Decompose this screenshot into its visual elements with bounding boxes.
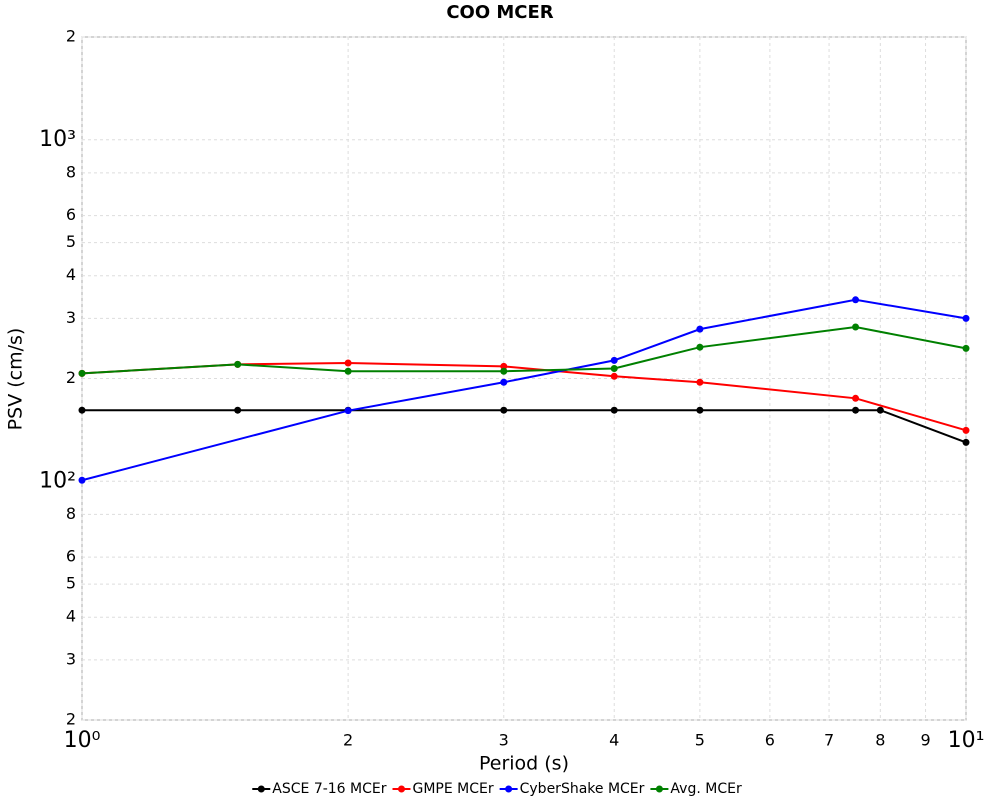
y-tick-label: 3 [66, 308, 76, 327]
legend-label: Avg. MCEr [670, 781, 742, 797]
x-tick-label: 6 [765, 731, 775, 750]
data-point [234, 406, 242, 414]
legend-label: ASCE 7-16 MCEr [272, 781, 386, 797]
y-tick-label: 2 [66, 368, 76, 387]
data-point [696, 343, 704, 351]
x-tick-label: 2 [343, 731, 353, 750]
y-tick-label: 4 [66, 265, 76, 284]
data-point [962, 314, 970, 322]
x-tick-label: 5 [695, 731, 705, 750]
data-point [610, 364, 618, 372]
data-point [696, 406, 704, 414]
data-point [344, 359, 352, 367]
data-point [344, 407, 352, 415]
data-point [234, 360, 242, 368]
legend-marker [398, 785, 405, 793]
legend-marker [655, 785, 663, 793]
y-tick-label: 5 [66, 232, 76, 251]
x-tick-label: 4 [609, 731, 619, 750]
y-tick-label: 6 [66, 547, 76, 566]
legend-marker [257, 785, 265, 793]
x-tick-label: 3 [499, 731, 509, 750]
x-tick-label: 7 [824, 731, 834, 750]
data-point [500, 367, 508, 375]
y-tick-label: 2 [66, 710, 76, 729]
y-tick-label: 10² [39, 468, 76, 493]
data-point [962, 438, 970, 446]
x-axis-label: Period (s) [479, 753, 569, 775]
series-line [81, 326, 967, 375]
data-point [852, 406, 860, 414]
y-tick-label: 6 [66, 205, 76, 224]
data-point [78, 406, 86, 414]
data-point [962, 344, 970, 352]
y-tick-label: 4 [66, 607, 76, 626]
legend-label: GMPE MCEr [413, 781, 494, 797]
y-tick-label: 3 [66, 649, 76, 668]
x-tick-label: 9 [920, 731, 930, 750]
data-point [610, 372, 618, 380]
data-point [852, 296, 860, 304]
data-point [696, 325, 704, 333]
data-point [78, 476, 86, 484]
data-point [78, 369, 86, 377]
y-tick-label: 5 [66, 574, 76, 593]
legend-label: CyberShake MCEr [520, 781, 645, 797]
x-tick-label: 10¹ [948, 728, 985, 753]
data-point [696, 378, 704, 386]
y-axis-label: PSV (cm/s) [5, 328, 27, 431]
x-tick-label: 10⁰ [64, 728, 101, 753]
data-point [962, 426, 970, 434]
data-point [344, 367, 352, 375]
x-tick-label: 8 [875, 731, 885, 750]
y-tick-label: 8 [66, 504, 76, 523]
chart-title: COO MCER [446, 2, 553, 23]
data-point [852, 394, 860, 402]
legend-marker [505, 785, 513, 793]
y-tick-label: 2 [66, 27, 76, 46]
data-point [500, 378, 508, 386]
y-tick-label: 10³ [39, 127, 76, 152]
y-tick-label: 8 [66, 162, 76, 181]
data-point [852, 323, 860, 331]
data-point [500, 406, 508, 414]
data-point [610, 356, 618, 364]
data-point [876, 406, 884, 414]
data-point [610, 406, 618, 414]
data-point [500, 362, 508, 370]
